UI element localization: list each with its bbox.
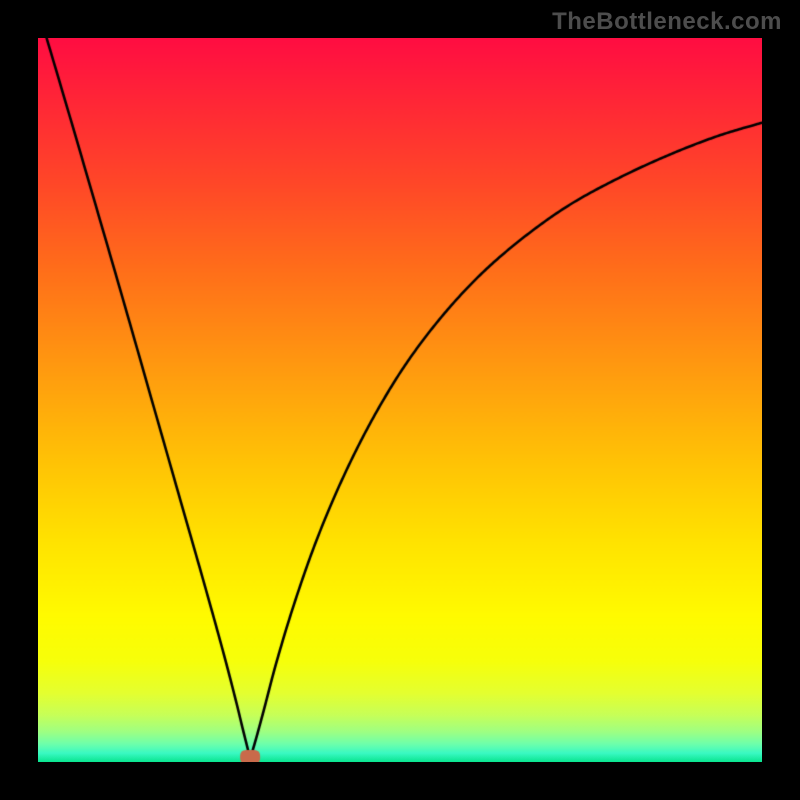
plot-area — [38, 38, 762, 762]
bottleneck-curve — [38, 38, 762, 762]
chart-root: TheBottleneck.com — [0, 0, 800, 800]
watermark-text: TheBottleneck.com — [552, 8, 782, 36]
